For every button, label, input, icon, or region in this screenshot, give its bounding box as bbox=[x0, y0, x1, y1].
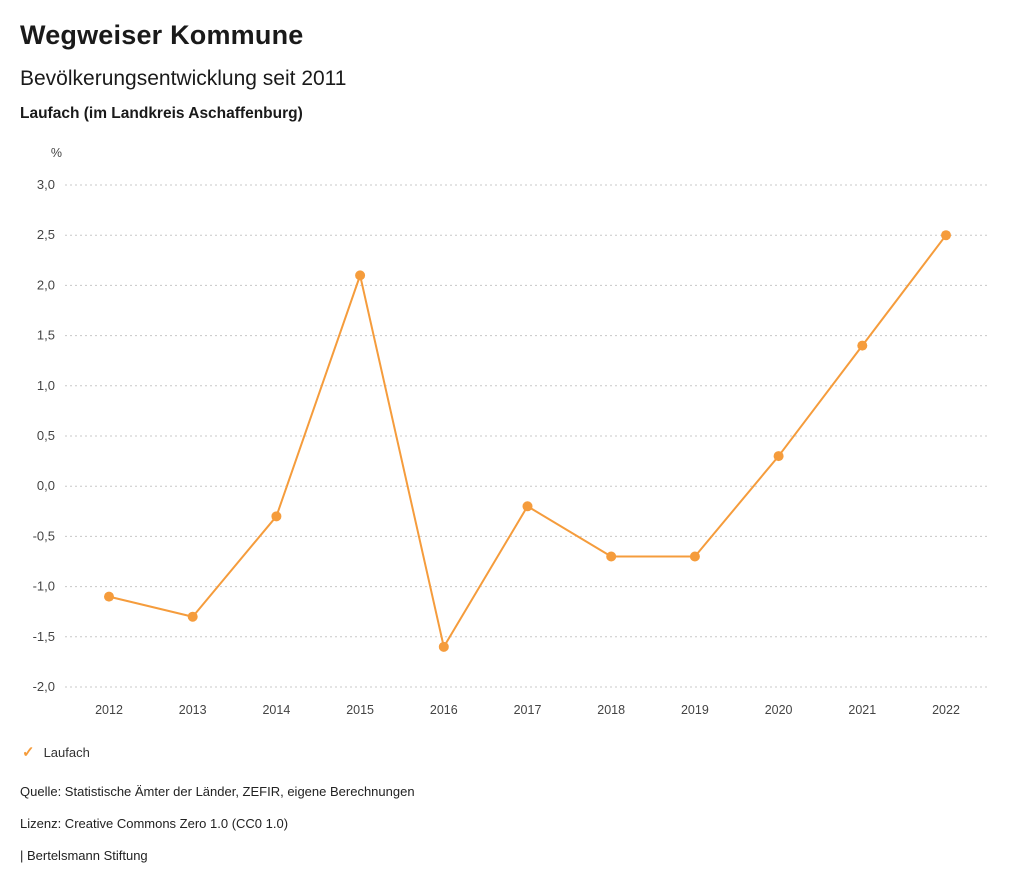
x-tick-label: 2015 bbox=[346, 703, 374, 717]
footer: Quelle: Statistische Ämter der Länder, Z… bbox=[20, 784, 1004, 880]
x-tick-label: 2018 bbox=[597, 703, 625, 717]
data-point[interactable] bbox=[522, 501, 533, 512]
data-point[interactable] bbox=[606, 551, 617, 562]
data-point[interactable] bbox=[689, 551, 700, 562]
data-point[interactable] bbox=[941, 230, 951, 241]
y-tick-label: 0,0 bbox=[37, 478, 55, 493]
data-point[interactable] bbox=[187, 611, 198, 622]
x-tick-label: 2016 bbox=[430, 703, 458, 717]
chart-area: % 3,0 2,5 2,0 1,5 1,0 0,5 0,0 -0,5 -1,0 -1,5 -2,0 20… bbox=[0, 135, 1024, 735]
x-tick-label: 2014 bbox=[262, 703, 290, 717]
chart-location: Laufach (im Landkreis Aschaffenburg) bbox=[20, 105, 303, 122]
y-tick-label: 1,5 bbox=[37, 328, 55, 343]
source-text: Quelle: Statistische Ämter der Länder, Z… bbox=[20, 784, 415, 799]
data-point[interactable] bbox=[773, 451, 784, 462]
y-tick-label: -1,5 bbox=[33, 629, 55, 644]
x-tick-label: 2013 bbox=[179, 703, 207, 717]
y-tick-label: -0,5 bbox=[33, 528, 55, 543]
brand-text: | Bertelsmann Stiftung bbox=[20, 848, 148, 863]
x-tick-label: 2017 bbox=[514, 703, 542, 717]
population-line-chart: % 3,0 2,5 2,0 1,5 1,0 0,5 0,0 -0,5 -1,0 -1,5 -2,0 20… bbox=[33, 146, 990, 717]
legend-label[interactable]: Laufach bbox=[43, 745, 90, 760]
license-text: Lizenz: Creative Commons Zero 1.0 (CC0 1… bbox=[20, 816, 289, 831]
y-axis-unit-label: % bbox=[51, 146, 62, 160]
x-tick-label: 2021 bbox=[848, 703, 876, 717]
y-tick-label: 2,5 bbox=[37, 227, 55, 242]
series-line bbox=[108, 234, 947, 648]
data-point[interactable] bbox=[438, 641, 449, 652]
data-point[interactable] bbox=[355, 270, 366, 281]
y-tick-label: -2,0 bbox=[33, 679, 55, 694]
y-tick-label: 3,0 bbox=[37, 177, 55, 192]
y-tick-label: 2,0 bbox=[37, 277, 55, 292]
y-tick-label: -1,0 bbox=[33, 579, 55, 594]
header: Wegweiser Kommune Bevölkerungsentwicklun… bbox=[0, 0, 1024, 123]
x-tick-label: 2019 bbox=[681, 703, 709, 717]
data-point[interactable] bbox=[857, 340, 868, 351]
chart-legend[interactable]: ✓ Laufach bbox=[22, 745, 90, 760]
chart-title: Bevölkerungsentwicklung seit 2011 bbox=[20, 67, 347, 90]
x-tick-label: 2012 bbox=[95, 703, 123, 717]
legend-check-icon: ✓ bbox=[22, 744, 35, 761]
x-tick-label: 2020 bbox=[765, 703, 793, 717]
data-point[interactable] bbox=[271, 511, 282, 522]
x-tick-label: 2022 bbox=[932, 703, 960, 717]
y-tick-label: 1,0 bbox=[37, 378, 55, 393]
y-tick-label: 0,5 bbox=[37, 428, 55, 443]
data-point[interactable] bbox=[104, 591, 114, 602]
page-title: Wegweiser Kommune bbox=[20, 20, 304, 50]
